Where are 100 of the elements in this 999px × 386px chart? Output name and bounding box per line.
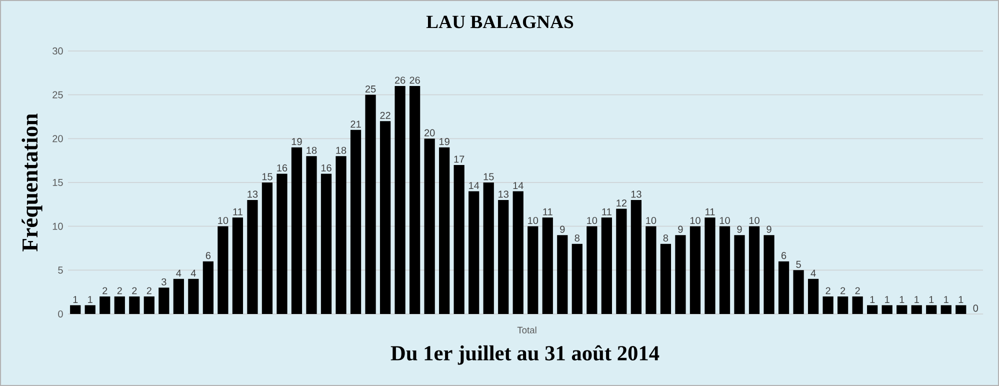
bar bbox=[158, 288, 170, 314]
data-label: 8 bbox=[574, 234, 580, 242]
bar bbox=[646, 226, 656, 314]
data-label: 1 bbox=[929, 296, 934, 303]
y-tick-label: 0 bbox=[58, 310, 63, 318]
bar bbox=[572, 244, 582, 314]
bar bbox=[838, 296, 848, 314]
data-label: 11 bbox=[706, 208, 715, 216]
bar bbox=[144, 296, 154, 314]
bar bbox=[734, 235, 745, 314]
data-label: 15 bbox=[262, 173, 272, 180]
bar bbox=[911, 305, 922, 314]
bar bbox=[882, 305, 892, 314]
bar bbox=[365, 94, 376, 314]
bar bbox=[542, 218, 553, 314]
data-label: 19 bbox=[440, 138, 450, 146]
bar bbox=[247, 200, 258, 314]
bar bbox=[719, 226, 730, 314]
bar bbox=[306, 156, 317, 314]
bar bbox=[822, 296, 834, 314]
bar bbox=[173, 278, 184, 314]
y-tick-label: 5 bbox=[58, 266, 63, 274]
bar bbox=[956, 305, 966, 314]
data-label: 1 bbox=[885, 296, 890, 303]
data-label: 9 bbox=[766, 226, 772, 233]
bar bbox=[188, 278, 199, 314]
bar bbox=[528, 226, 538, 314]
bar bbox=[202, 261, 214, 314]
data-label: 3 bbox=[162, 278, 166, 286]
bar bbox=[778, 261, 790, 314]
data-label: 19 bbox=[292, 138, 302, 146]
bar bbox=[100, 296, 110, 314]
data-label: 16 bbox=[277, 164, 288, 172]
data-label: 22 bbox=[380, 112, 390, 119]
data-label: 2 bbox=[146, 287, 152, 294]
data-label: 1 bbox=[88, 296, 92, 303]
data-label: 11 bbox=[602, 208, 612, 216]
text: Total bbox=[517, 326, 536, 334]
data-label: 14 bbox=[469, 182, 480, 189]
bar bbox=[394, 86, 406, 314]
data-label: 4 bbox=[176, 270, 182, 277]
bar bbox=[232, 218, 244, 314]
bar bbox=[218, 226, 228, 314]
bar bbox=[660, 244, 672, 314]
bar bbox=[748, 226, 760, 314]
data-label: 13 bbox=[248, 190, 258, 198]
data-label: 11 bbox=[233, 208, 242, 216]
data-label: 4 bbox=[810, 270, 816, 277]
bar bbox=[439, 147, 450, 314]
data-label: 26 bbox=[394, 76, 406, 84]
bar bbox=[601, 218, 612, 314]
data-label: 10 bbox=[528, 216, 538, 224]
bar bbox=[454, 164, 464, 314]
bar bbox=[276, 174, 288, 314]
y-tick-label: 15 bbox=[52, 179, 63, 186]
bar bbox=[70, 305, 81, 314]
bar bbox=[468, 191, 480, 314]
data-label: 1 bbox=[900, 296, 904, 303]
bar bbox=[380, 121, 391, 314]
bar bbox=[852, 296, 863, 314]
y-tick-label: 10 bbox=[52, 222, 63, 230]
data-label: 1 bbox=[870, 296, 875, 303]
data-label: 10 bbox=[720, 216, 730, 224]
data-label: 6 bbox=[782, 252, 786, 260]
bar bbox=[424, 138, 435, 314]
bar bbox=[129, 296, 140, 314]
data-label: 18 bbox=[336, 146, 346, 154]
bar bbox=[630, 200, 642, 314]
data-label: 10 bbox=[690, 216, 700, 224]
data-label: 2 bbox=[840, 287, 846, 294]
bar bbox=[586, 226, 598, 314]
data-label: 1 bbox=[958, 296, 964, 303]
data-label: 2 bbox=[132, 287, 137, 294]
bar bbox=[336, 156, 346, 314]
data-label: 18 bbox=[306, 146, 317, 154]
data-label: 9 bbox=[560, 226, 565, 233]
data-label: 1 bbox=[73, 296, 78, 303]
chart-title: LAU BALAGNAS bbox=[426, 16, 574, 28]
y-tick-label: 20 bbox=[52, 135, 63, 142]
bar bbox=[483, 182, 494, 314]
data-label: 8 bbox=[663, 234, 668, 242]
y-tick-label: 30 bbox=[52, 47, 63, 55]
bar bbox=[808, 278, 819, 314]
bar bbox=[557, 235, 568, 314]
data-label: 11 bbox=[543, 208, 552, 216]
data-label: 6 bbox=[206, 252, 211, 260]
bar bbox=[704, 218, 716, 314]
bar bbox=[690, 226, 701, 314]
data-label: 5 bbox=[796, 260, 801, 268]
bar bbox=[84, 305, 96, 314]
data-label: 9 bbox=[678, 226, 683, 233]
data-label: 16 bbox=[321, 164, 332, 172]
bar bbox=[291, 147, 302, 314]
data-label: 13 bbox=[498, 190, 508, 198]
data-label: 10 bbox=[646, 216, 656, 224]
data-label: 10 bbox=[218, 216, 228, 224]
bar bbox=[262, 182, 273, 314]
data-label: 25 bbox=[365, 85, 376, 93]
data-label: 14 bbox=[513, 182, 524, 189]
data-label: 2 bbox=[117, 287, 122, 294]
